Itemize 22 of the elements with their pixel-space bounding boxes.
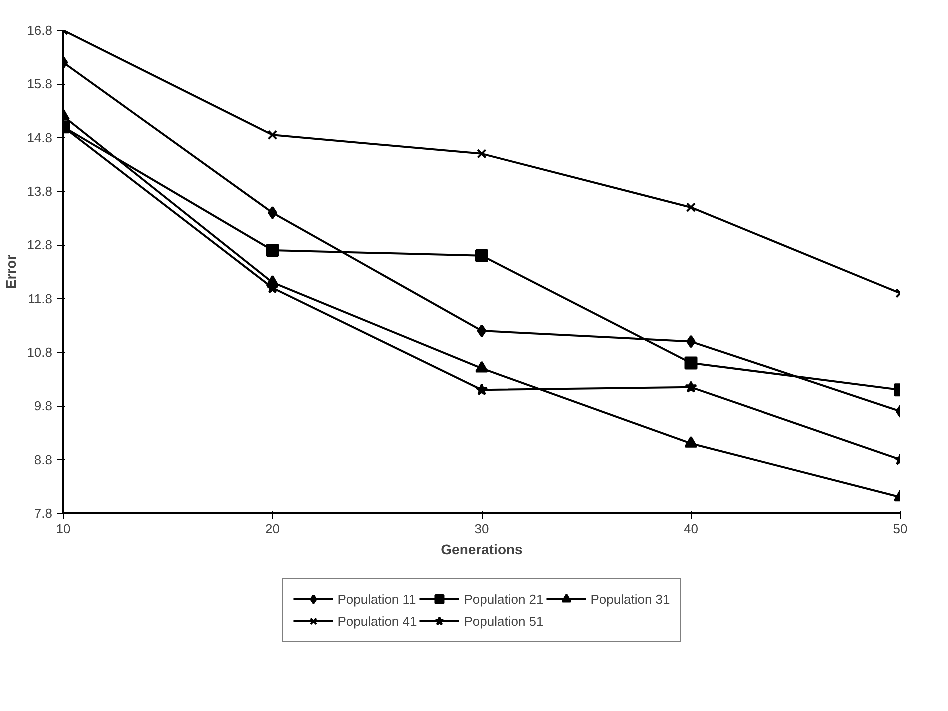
legend-label: Population 21 xyxy=(464,592,544,606)
y-tick-label: 9.8 xyxy=(34,398,53,414)
y-tick-label: 8.8 xyxy=(34,452,53,468)
x-tick-label: 30 xyxy=(474,522,490,536)
y-tick-label: 14.8 xyxy=(27,130,53,146)
y-tick-label: 15.8 xyxy=(27,76,53,92)
x-tick-label: 40 xyxy=(684,522,698,536)
y-tick-label: 10.8 xyxy=(27,345,53,360)
y-tick-label: 16.8 xyxy=(27,23,53,38)
x-tick-label: 20 xyxy=(266,522,280,536)
legend-label: Population 31 xyxy=(590,592,670,606)
x-tick-label: 50 xyxy=(893,522,908,536)
y-tick-label: 12.8 xyxy=(27,238,53,253)
legend-label: Population 51 xyxy=(464,614,544,628)
y-tick-label: 13.8 xyxy=(27,184,53,199)
x-axis-title: Generations xyxy=(441,542,524,558)
y-axis-title: Error xyxy=(3,254,20,290)
legend-label: Population 41 xyxy=(338,614,418,628)
y-tick-label: 11.8 xyxy=(28,291,53,306)
legend-label: Population 11 xyxy=(338,592,416,606)
x-tick-label: 10 xyxy=(56,522,71,536)
y-tick-label: 7.8 xyxy=(34,506,53,521)
